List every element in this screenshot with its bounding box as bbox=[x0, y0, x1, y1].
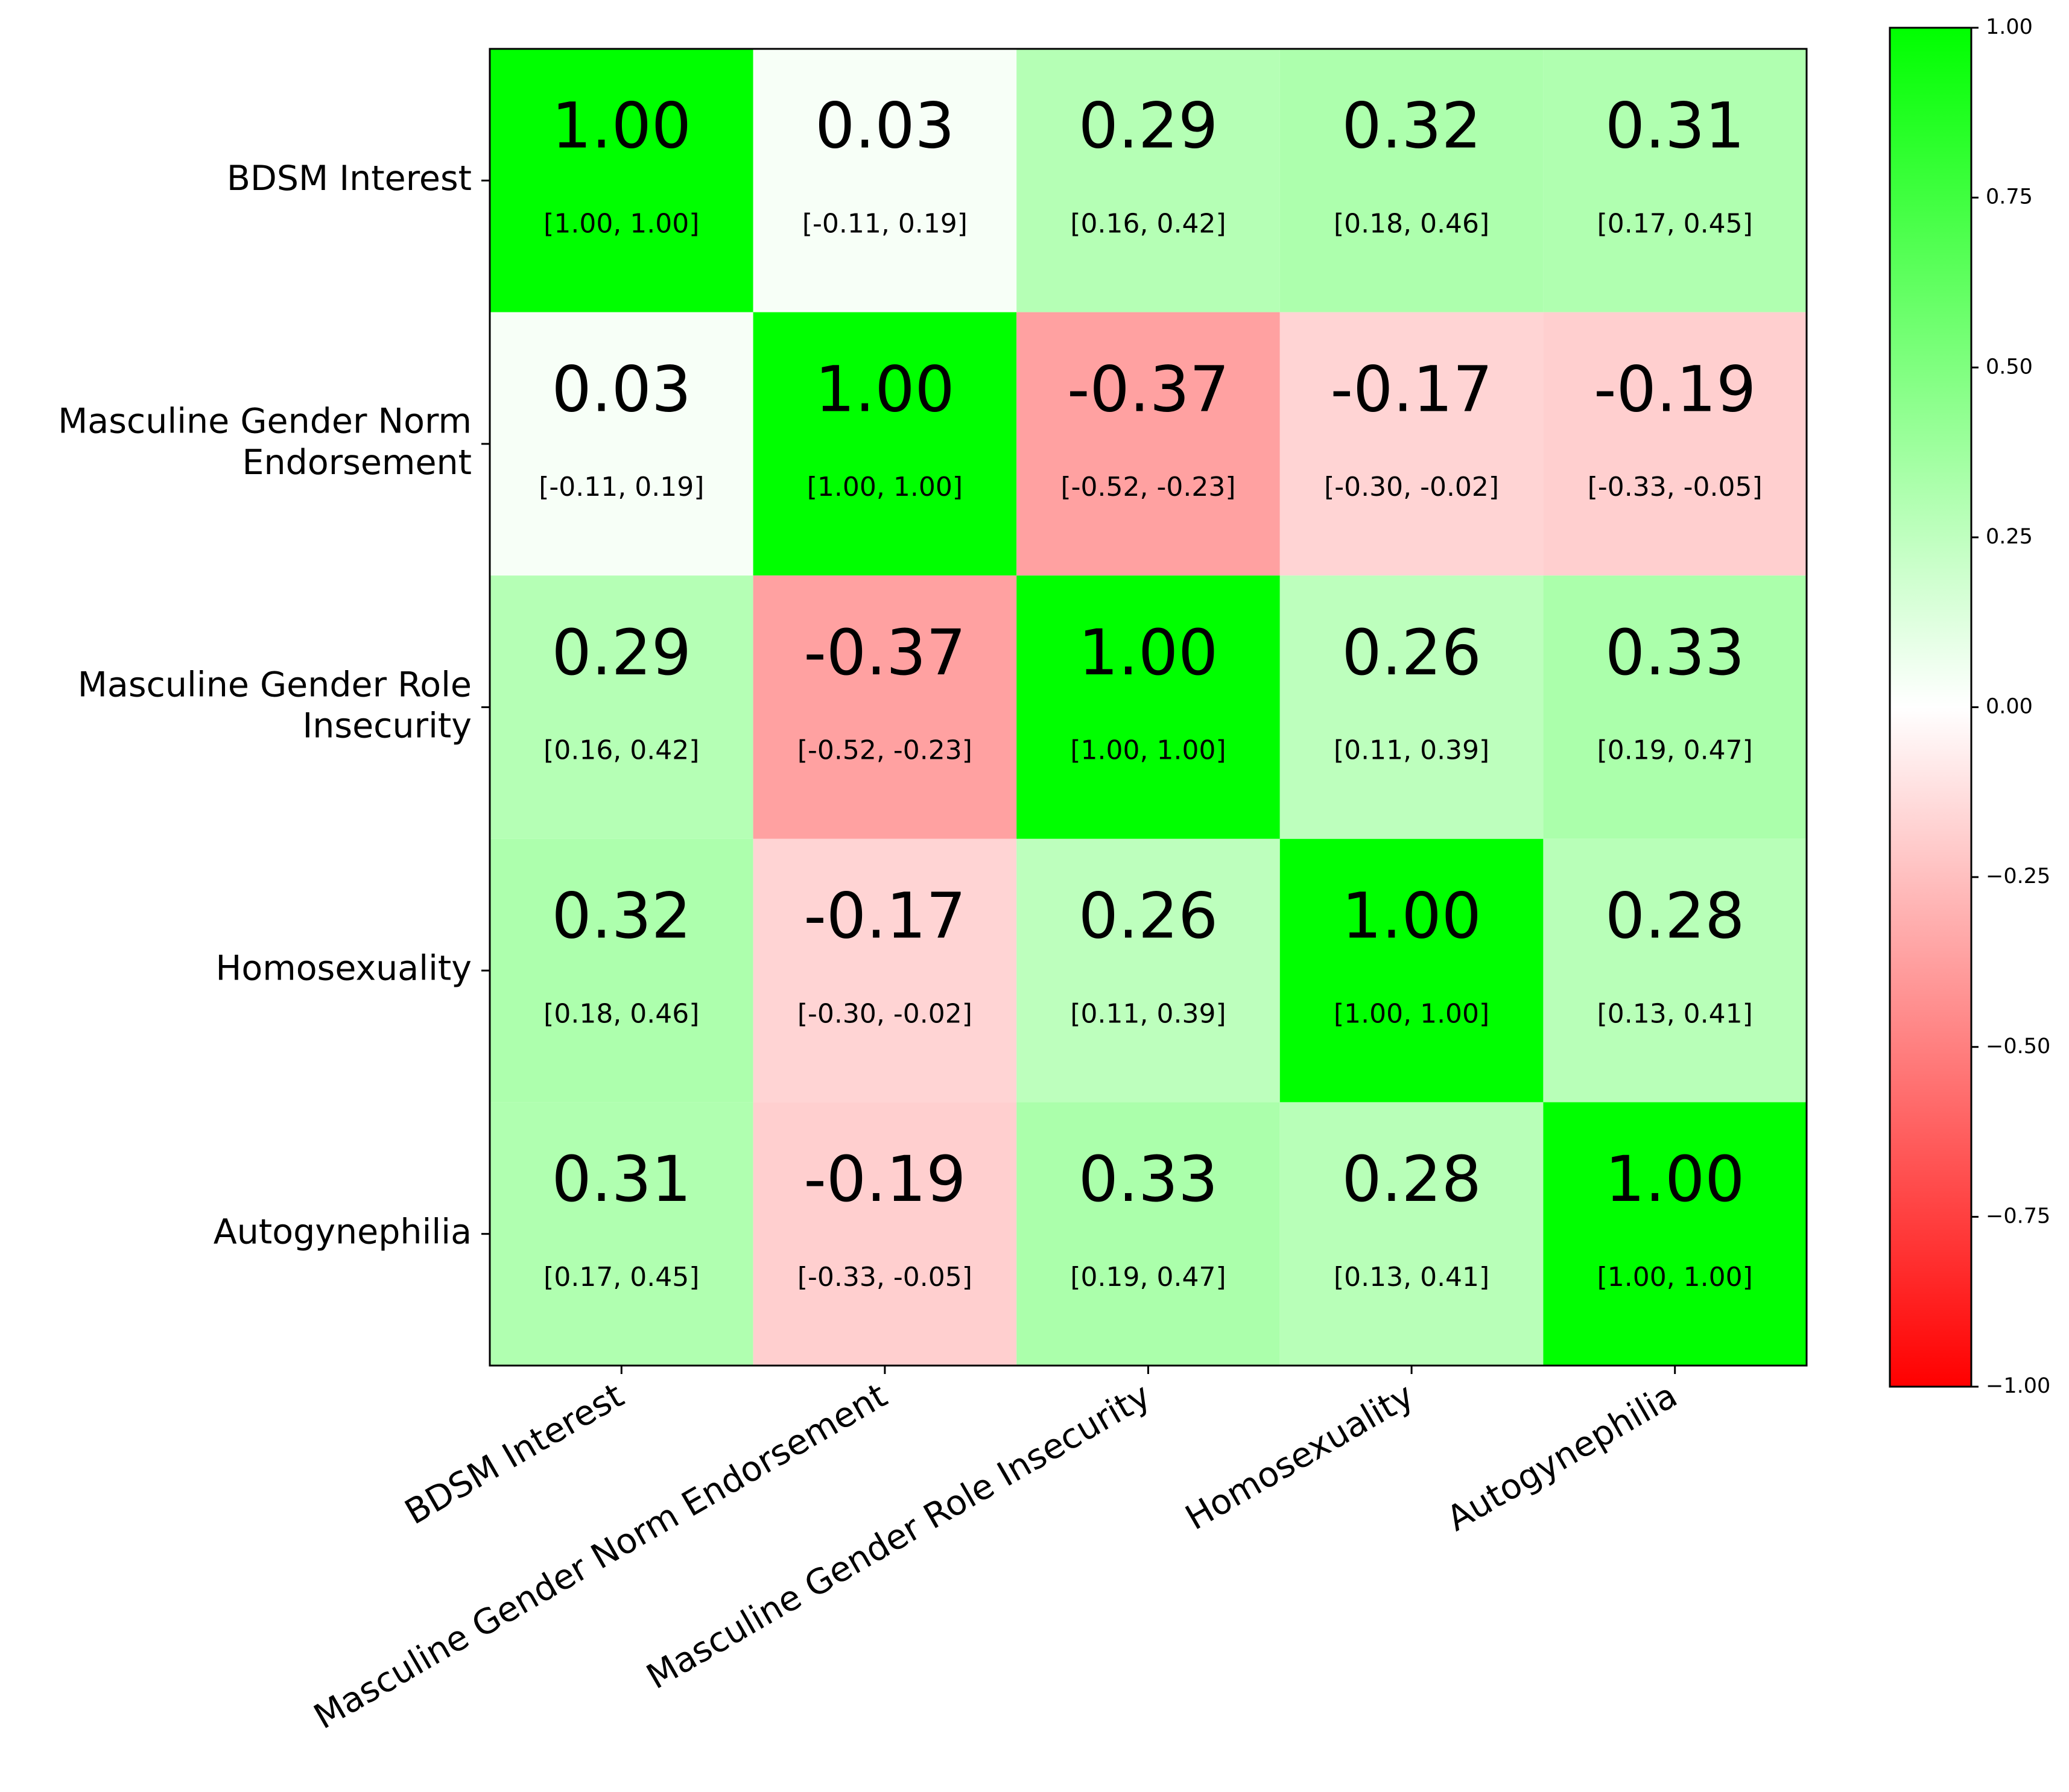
x-tick-label: Autogynephilia bbox=[1440, 1375, 1684, 1539]
cell-value-label: 0.31 bbox=[1605, 89, 1745, 163]
cell-ci-label: [1.00, 1.00] bbox=[1334, 998, 1489, 1029]
cell-ci-label: [1.00, 1.00] bbox=[1597, 1262, 1753, 1293]
cell-ci-label: [-0.52, -0.23] bbox=[1061, 472, 1236, 502]
cell-value-label: 0.29 bbox=[552, 616, 692, 689]
colorbar-tick-label: 0.50 bbox=[1986, 355, 2033, 379]
cell-ci-label: [0.16, 0.42] bbox=[1070, 209, 1226, 239]
cell-value-label: -0.17 bbox=[803, 879, 966, 952]
cell-value-label: 0.26 bbox=[1342, 616, 1481, 689]
cell-ci-label: [0.11, 0.39] bbox=[1070, 998, 1226, 1029]
cell-value-label: 0.31 bbox=[552, 1142, 692, 1216]
x-tick-label: Masculine Gender Norm Endorsement bbox=[308, 1375, 894, 1737]
heatmap-cell bbox=[490, 575, 753, 839]
cell-ci-label: [-0.30, -0.02] bbox=[797, 998, 972, 1029]
heatmap-cell bbox=[753, 575, 1017, 839]
heatmap-cell bbox=[1016, 575, 1280, 839]
heatmap-cell bbox=[490, 49, 753, 312]
cell-ci-label: [0.18, 0.46] bbox=[1334, 209, 1489, 239]
cell-value-label: 0.26 bbox=[1079, 879, 1218, 952]
cell-ci-label: [0.13, 0.41] bbox=[1334, 1262, 1489, 1293]
cell-value-label: 1.00 bbox=[552, 89, 692, 163]
cell-ci-label: [-0.30, -0.02] bbox=[1324, 472, 1499, 502]
cell-value-label: -0.37 bbox=[803, 616, 966, 689]
y-tick-label: BDSM Interest bbox=[227, 159, 472, 198]
cell-value-label: 0.03 bbox=[815, 89, 955, 163]
cell-ci-label: [1.00, 1.00] bbox=[1070, 735, 1226, 766]
heatmap-cell bbox=[753, 1102, 1017, 1366]
cell-ci-label: [-0.11, 0.19] bbox=[802, 209, 968, 239]
colorbar-tick-label: −0.50 bbox=[1986, 1034, 2050, 1059]
heatmap-cell bbox=[1016, 49, 1280, 312]
heatmap-cell bbox=[1016, 838, 1280, 1103]
cell-value-label: 0.28 bbox=[1605, 879, 1745, 952]
heatmap-cell bbox=[1279, 575, 1544, 839]
cell-ci-label: [0.19, 0.47] bbox=[1070, 1262, 1226, 1293]
heatmap-cell bbox=[1543, 49, 1807, 312]
cell-value-label: -0.19 bbox=[1594, 352, 1756, 426]
cell-ci-label: [0.18, 0.46] bbox=[543, 998, 699, 1029]
colorbar bbox=[1889, 27, 1972, 1388]
colorbar-tick-label: −0.75 bbox=[1986, 1204, 2050, 1228]
cell-value-label: -0.37 bbox=[1067, 352, 1229, 426]
cell-ci-label: [0.13, 0.41] bbox=[1597, 998, 1753, 1029]
cell-ci-label: [-0.33, -0.05] bbox=[797, 1262, 972, 1293]
heatmap-cell bbox=[1016, 312, 1280, 576]
colorbar-tick-label: 0.75 bbox=[1986, 185, 2033, 209]
cell-ci-label: [1.00, 1.00] bbox=[543, 209, 699, 239]
heatmap-cell bbox=[1543, 312, 1807, 576]
cell-value-label: -0.17 bbox=[1331, 352, 1493, 426]
cell-ci-label: [0.17, 0.45] bbox=[1597, 209, 1753, 239]
colorbar-tick-label: 0.25 bbox=[1986, 525, 2033, 549]
cell-ci-label: [-0.11, 0.19] bbox=[539, 472, 704, 502]
heatmap-cell bbox=[1279, 838, 1544, 1103]
cell-ci-label: [0.19, 0.47] bbox=[1597, 735, 1753, 766]
cell-value-label: 0.28 bbox=[1342, 1142, 1481, 1216]
cell-ci-label: [0.17, 0.45] bbox=[543, 1262, 699, 1293]
x-tick-label: Masculine Gender Role Insecurity bbox=[640, 1375, 1157, 1697]
heatmap-cell bbox=[1016, 1102, 1280, 1366]
cell-value-label: -0.19 bbox=[803, 1142, 966, 1216]
colorbar-tick-label: 0.00 bbox=[1986, 695, 2033, 719]
cell-ci-label: [-0.33, -0.05] bbox=[1588, 472, 1763, 502]
heatmap-cell bbox=[753, 49, 1017, 312]
cell-value-label: 0.32 bbox=[1342, 89, 1481, 163]
cell-ci-label: [-0.52, -0.23] bbox=[797, 735, 972, 766]
cell-value-label: 0.32 bbox=[552, 879, 692, 952]
heatmap-cell bbox=[490, 312, 753, 576]
cell-ci-label: [0.16, 0.42] bbox=[543, 735, 699, 766]
cell-value-label: 1.00 bbox=[1079, 616, 1218, 689]
cell-value-label: 0.29 bbox=[1079, 89, 1218, 163]
heatmap-cell bbox=[1543, 1102, 1807, 1366]
heatmap-cell bbox=[1543, 575, 1807, 839]
x-tick-label: Homosexuality bbox=[1179, 1375, 1421, 1537]
y-tick-label: Masculine Gender Norm Endorsement bbox=[58, 401, 472, 482]
y-tick-label: Autogynephilia bbox=[214, 1212, 472, 1252]
cell-value-label: 0.33 bbox=[1079, 1142, 1218, 1216]
heatmap-cell bbox=[1279, 312, 1544, 576]
colorbar-tick-label: 1.00 bbox=[1986, 15, 2033, 39]
y-tick-label: Homosexuality bbox=[216, 949, 472, 989]
cell-value-label: 1.00 bbox=[1605, 1142, 1745, 1216]
colorbar-tick-label: −0.25 bbox=[1986, 864, 2050, 888]
cell-ci-label: [0.11, 0.39] bbox=[1334, 735, 1489, 766]
heatmap-cell bbox=[753, 312, 1017, 576]
heatmap-cell bbox=[1543, 838, 1807, 1103]
x-tick-label: BDSM Interest bbox=[398, 1375, 630, 1532]
cell-ci-label: [1.00, 1.00] bbox=[807, 472, 963, 502]
cell-value-label: 1.00 bbox=[815, 352, 955, 426]
heatmap-cell bbox=[753, 838, 1017, 1103]
heatmap-cell bbox=[490, 838, 753, 1103]
heatmap-cell bbox=[490, 1102, 753, 1366]
cell-value-label: 1.00 bbox=[1342, 879, 1481, 952]
heatmap-cell bbox=[1279, 1102, 1544, 1366]
y-tick-label: Masculine Gender Role Insecurity bbox=[78, 665, 472, 746]
cell-value-label: 0.33 bbox=[1605, 616, 1745, 689]
cell-value-label: 0.03 bbox=[552, 352, 692, 426]
colorbar-tick-label: −1.00 bbox=[1986, 1374, 2050, 1398]
heatmap-cell bbox=[1279, 49, 1544, 312]
